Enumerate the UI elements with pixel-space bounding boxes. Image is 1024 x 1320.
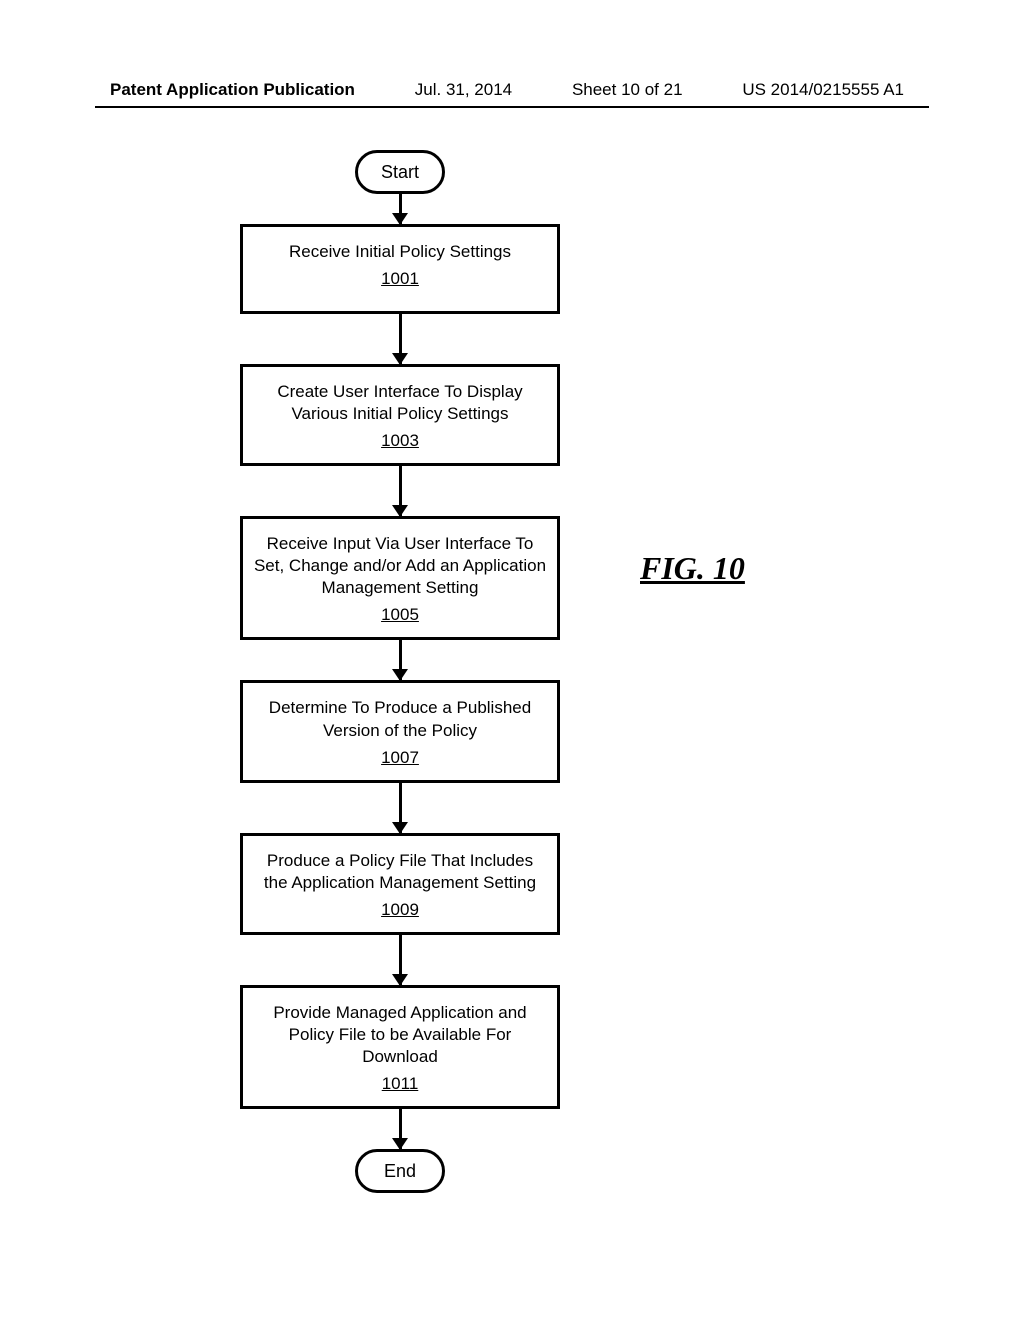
- step-1007-ref: 1007: [253, 748, 547, 768]
- terminator-start: Start: [355, 150, 445, 194]
- step-1005-ref: 1005: [253, 605, 547, 625]
- publication-label: Patent Application Publication: [110, 80, 355, 100]
- document-number: US 2014/0215555 A1: [742, 80, 904, 100]
- flowchart: Start Receive Initial Policy Settings 10…: [230, 150, 570, 1193]
- step-1011-text: Provide Managed Application and Policy F…: [253, 1002, 547, 1068]
- figure-label: FIG. 10: [640, 550, 745, 587]
- sheet-number: Sheet 10 of 21: [572, 80, 683, 100]
- step-1007: Determine To Produce a Published Version…: [240, 680, 560, 782]
- page-header: Patent Application Publication Jul. 31, …: [0, 80, 1024, 108]
- arrow-1001-to-1003: [399, 314, 402, 364]
- step-1009-text: Produce a Policy File That Includes the …: [253, 850, 547, 894]
- step-1009: Produce a Policy File That Includes the …: [240, 833, 560, 935]
- arrow-1007-to-1009: [399, 783, 402, 833]
- arrow-1009-to-1011: [399, 935, 402, 985]
- header-row: Patent Application Publication Jul. 31, …: [0, 80, 1024, 100]
- step-1011-ref: 1011: [253, 1074, 547, 1094]
- arrow-1003-to-1005: [399, 466, 402, 516]
- patent-page: Patent Application Publication Jul. 31, …: [0, 0, 1024, 1320]
- step-1009-ref: 1009: [253, 900, 547, 920]
- step-1001-text: Receive Initial Policy Settings: [253, 241, 547, 263]
- terminator-end: End: [355, 1149, 445, 1193]
- step-1007-text: Determine To Produce a Published Version…: [253, 697, 547, 741]
- step-1001: Receive Initial Policy Settings 1001: [240, 224, 560, 314]
- terminator-start-text: Start: [381, 162, 419, 183]
- step-1003-ref: 1003: [253, 431, 547, 451]
- arrow-start-to-1001: [399, 194, 402, 224]
- step-1003-text: Create User Interface To Display Various…: [253, 381, 547, 425]
- terminator-end-text: End: [384, 1161, 416, 1182]
- publication-date: Jul. 31, 2014: [415, 80, 512, 100]
- step-1005: Receive Input Via User Interface To Set,…: [240, 516, 560, 640]
- header-rule: [95, 106, 929, 108]
- arrow-1011-to-end: [399, 1109, 402, 1149]
- arrow-1005-to-1007: [399, 640, 402, 680]
- step-1011: Provide Managed Application and Policy F…: [240, 985, 560, 1109]
- step-1003: Create User Interface To Display Various…: [240, 364, 560, 466]
- step-1001-ref: 1001: [253, 269, 547, 289]
- step-1005-text: Receive Input Via User Interface To Set,…: [253, 533, 547, 599]
